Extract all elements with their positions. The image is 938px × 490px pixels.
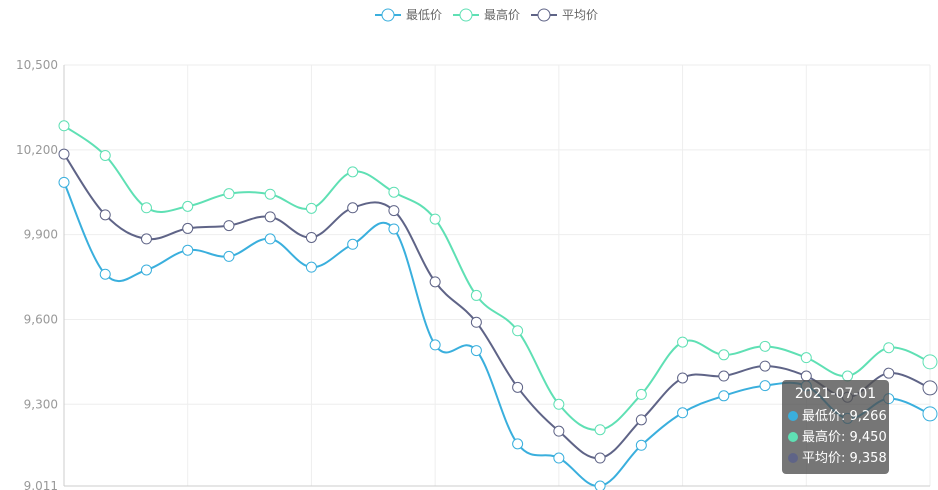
data-point-low[interactable]: [140, 264, 152, 276]
data-point-avg[interactable]: [677, 372, 689, 384]
data-point-high[interactable]: [759, 340, 771, 352]
data-point-high[interactable]: [182, 200, 194, 212]
data-point-low[interactable]: [58, 176, 70, 188]
data-point-avg[interactable]: [512, 381, 524, 393]
data-point-high[interactable]: [347, 166, 359, 178]
data-point-avg[interactable]: [388, 205, 400, 217]
legend-item-avg[interactable]: 平均价: [531, 8, 598, 22]
data-point-avg[interactable]: [182, 222, 194, 234]
data-point-high[interactable]: [922, 354, 938, 370]
data-point-avg[interactable]: [264, 211, 276, 223]
data-point-avg[interactable]: [883, 367, 895, 379]
tooltip-date: 2021-07-01: [794, 386, 877, 402]
data-point-avg[interactable]: [594, 452, 606, 464]
data-point-avg[interactable]: [99, 209, 111, 221]
legend-marker-high: [459, 8, 473, 22]
data-point-low[interactable]: [388, 223, 400, 235]
data-point-low[interactable]: [553, 452, 565, 464]
y-tick-label: 9,900: [24, 228, 58, 242]
data-point-avg[interactable]: [553, 425, 565, 437]
data-point-low[interactable]: [347, 238, 359, 250]
tooltip-row-low: 最低价: 9,266: [782, 406, 889, 427]
data-point-high[interactable]: [264, 188, 276, 200]
tooltip-low-value: 最低价: 9,266: [802, 409, 887, 424]
legend-label-avg: 平均价: [562, 8, 598, 22]
tooltip-row-high: 最高价: 9,450: [782, 427, 889, 448]
data-point-low[interactable]: [759, 380, 771, 392]
data-point-high[interactable]: [58, 120, 70, 132]
data-point-low[interactable]: [718, 390, 730, 402]
data-point-avg[interactable]: [922, 380, 938, 396]
data-point-avg[interactable]: [718, 370, 730, 382]
y-tick-label: 9,300: [24, 397, 58, 411]
data-point-low[interactable]: [635, 439, 647, 451]
y-tick-label: 10,500: [16, 58, 58, 72]
data-point-high[interactable]: [512, 325, 524, 337]
data-point-avg[interactable]: [305, 231, 317, 243]
data-point-high[interactable]: [99, 149, 111, 161]
legend-marker-low: [381, 8, 395, 22]
data-point-avg[interactable]: [759, 360, 771, 372]
data-point-high[interactable]: [718, 349, 730, 361]
data-point-high[interactable]: [635, 388, 647, 400]
y-tick-label: 9,011: [24, 479, 58, 490]
data-point-low[interactable]: [470, 345, 482, 357]
data-point-avg[interactable]: [223, 220, 235, 232]
data-point-high[interactable]: [553, 398, 565, 410]
data-point-high[interactable]: [677, 336, 689, 348]
data-point-high[interactable]: [305, 202, 317, 214]
data-point-avg[interactable]: [140, 233, 152, 245]
data-point-low[interactable]: [677, 407, 689, 419]
tooltip-dot-high: [788, 432, 798, 442]
legend-label-high: 最高价: [484, 7, 520, 22]
data-point-high[interactable]: [470, 289, 482, 301]
data-point-high[interactable]: [140, 202, 152, 214]
data-point-low[interactable]: [429, 339, 441, 351]
axes: [63, 65, 930, 487]
data-point-high[interactable]: [223, 188, 235, 200]
legend-marker-avg: [537, 8, 551, 22]
data-point-low[interactable]: [512, 438, 524, 450]
y-axis-tick-labels: 9,011 9,300 9,600 9,900 10,200 10,500: [16, 58, 58, 490]
data-point-avg[interactable]: [347, 202, 359, 214]
data-point-low[interactable]: [99, 268, 111, 280]
tooltip-avg-value: 平均价: 9,358: [802, 451, 887, 466]
hover-tooltip: 2021-07-01 最低价: 9,266 最高价: 9,450 平均价: 9,…: [782, 380, 889, 474]
data-point-avg[interactable]: [429, 276, 441, 288]
data-point-high[interactable]: [883, 342, 895, 354]
legend-item-high[interactable]: 最高价: [453, 7, 520, 22]
tooltip-dot-low: [788, 411, 798, 421]
legend[interactable]: 最低价 最高价 平均价: [375, 7, 598, 22]
series-line-avg: [63, 153, 931, 460]
data-point-low[interactable]: [594, 480, 606, 490]
series-points: [58, 120, 938, 490]
tooltip-dot-avg: [788, 453, 798, 463]
tooltip-high-value: 最高价: 9,450: [802, 430, 887, 445]
data-point-avg[interactable]: [635, 414, 647, 426]
y-tick-label: 10,200: [16, 143, 58, 157]
data-point-avg[interactable]: [58, 148, 70, 160]
data-point-low[interactable]: [305, 261, 317, 273]
data-point-high[interactable]: [429, 213, 441, 225]
series-line-high: [63, 124, 931, 431]
data-point-low[interactable]: [264, 233, 276, 245]
data-point-high[interactable]: [800, 352, 812, 364]
tooltip-row-avg: 平均价: 9,358: [782, 448, 889, 469]
data-point-high[interactable]: [388, 186, 400, 198]
data-point-avg[interactable]: [470, 316, 482, 328]
data-point-low[interactable]: [223, 250, 235, 262]
y-tick-label: 9,600: [24, 312, 58, 326]
data-point-high[interactable]: [594, 424, 606, 436]
legend-label-low: 最低价: [406, 8, 442, 22]
data-point-low[interactable]: [182, 244, 194, 256]
data-point-low[interactable]: [922, 406, 938, 422]
legend-item-low[interactable]: 最低价: [375, 8, 442, 22]
